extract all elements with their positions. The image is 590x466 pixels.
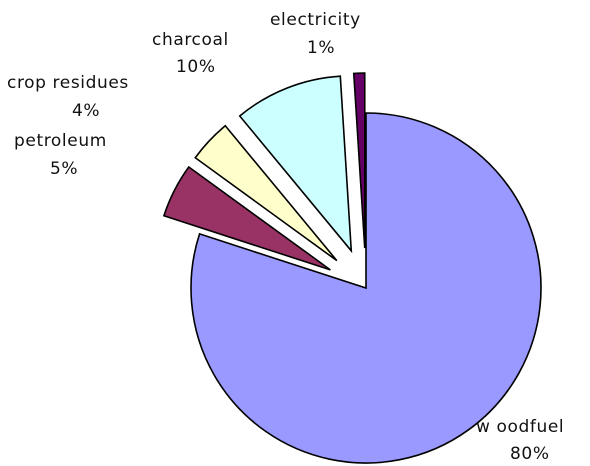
label-petroleum-name: petroleum	[14, 131, 107, 151]
label-crop-residues-name: crop residues	[7, 73, 129, 93]
label-charcoal-name: charcoal	[152, 30, 229, 50]
label-crop-residues-value: 4%	[72, 101, 100, 121]
label-petroleum-value: 5%	[50, 159, 78, 179]
label-woodfuel-value: 80%	[510, 444, 550, 464]
slice-petroleum	[162, 165, 331, 271]
slice-electricity	[352, 72, 366, 249]
label-charcoal-value: 10%	[176, 57, 216, 77]
slice-woodfuel	[190, 112, 542, 464]
pie-slices	[162, 72, 542, 464]
label-electricity-name: electricity	[270, 10, 361, 30]
label-electricity-value: 1%	[307, 38, 335, 58]
slice-charcoal	[238, 75, 353, 254]
slice-crop-residues	[194, 124, 338, 262]
label-woodfuel-name: w oodfuel	[476, 417, 564, 437]
